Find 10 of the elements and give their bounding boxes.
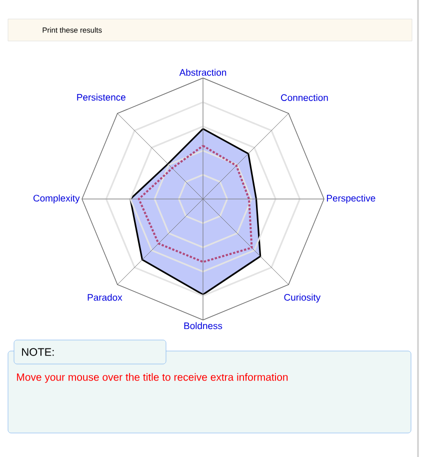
spoke-label: Complexity <box>33 194 80 204</box>
spoke-label: Boldness <box>184 322 222 330</box>
spoke-label: Abstraction <box>179 68 226 76</box>
spoke-label: Connection <box>281 94 328 101</box>
text: NOTE: <box>22 348 54 356</box>
spoke-label: Perspective <box>326 194 376 204</box>
spoke-label: Paradox <box>88 294 122 301</box>
spoke-label: Persistence <box>77 94 126 101</box>
text: Move your mouse over the title to receive extra information <box>17 373 288 383</box>
spoke-label: Curiosity <box>284 294 321 303</box>
